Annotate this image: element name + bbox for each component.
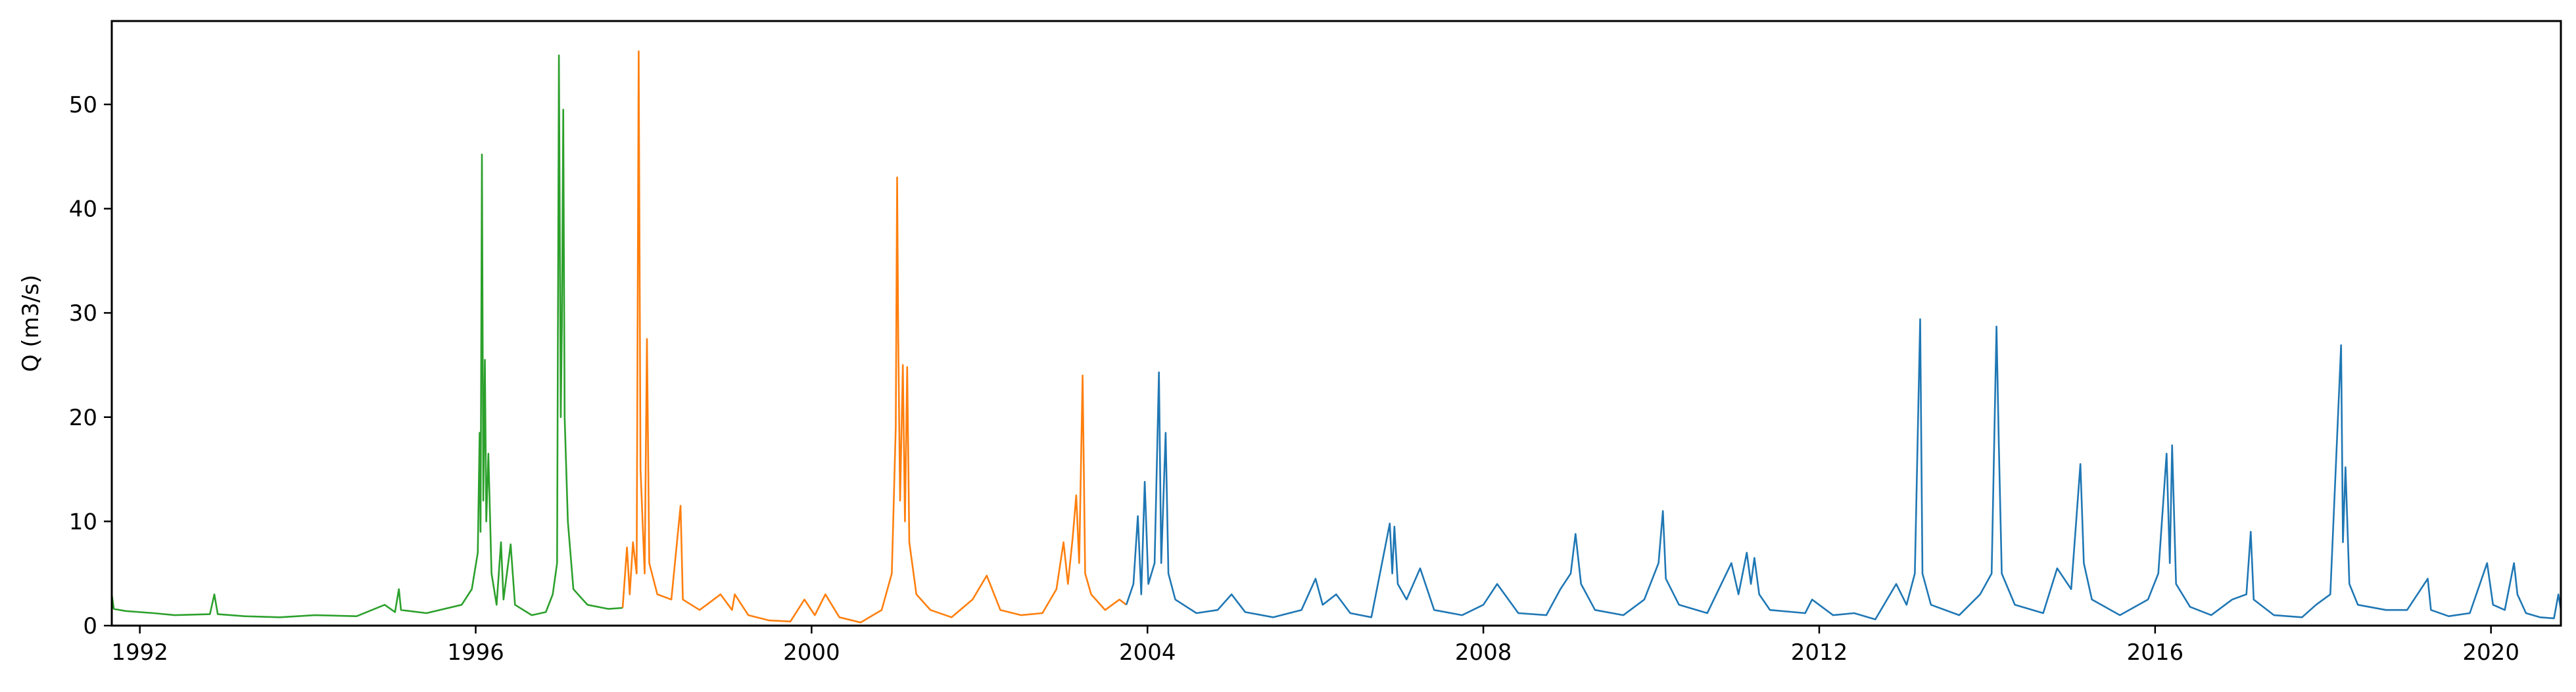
x-tick-label: 1996 <box>447 639 504 666</box>
series-line-2 <box>621 50 1127 624</box>
series-line-1 <box>110 55 623 618</box>
x-tick-label: 1992 <box>111 639 168 666</box>
x-tick-label: 2000 <box>783 639 840 666</box>
x-tick-label: 2008 <box>1455 639 1512 666</box>
x-tick-label: 2020 <box>2462 639 2519 666</box>
x-tick-label: 2004 <box>1119 639 1176 666</box>
y-tick-label: 40 <box>69 196 97 223</box>
x-tick-label: 2012 <box>1791 639 1848 666</box>
series-layer <box>110 50 2562 624</box>
series-line-3 <box>1125 318 2562 620</box>
y-tick-label: 30 <box>69 300 97 327</box>
y-tick-label: 10 <box>69 509 97 535</box>
y-axis-label: Q (m3/s) <box>18 275 44 372</box>
y-axis: 0 10 20 30 40 50 <box>69 92 112 639</box>
x-axis: 1992 1996 2000 2004 2008 2012 2016 2020 <box>111 626 2519 666</box>
plot-frame <box>110 20 2562 627</box>
x-tick-label: 2016 <box>2127 639 2184 666</box>
y-tick-label: 0 <box>83 613 97 639</box>
y-tick-label: 20 <box>69 405 97 431</box>
y-tick-label: 50 <box>69 92 97 118</box>
